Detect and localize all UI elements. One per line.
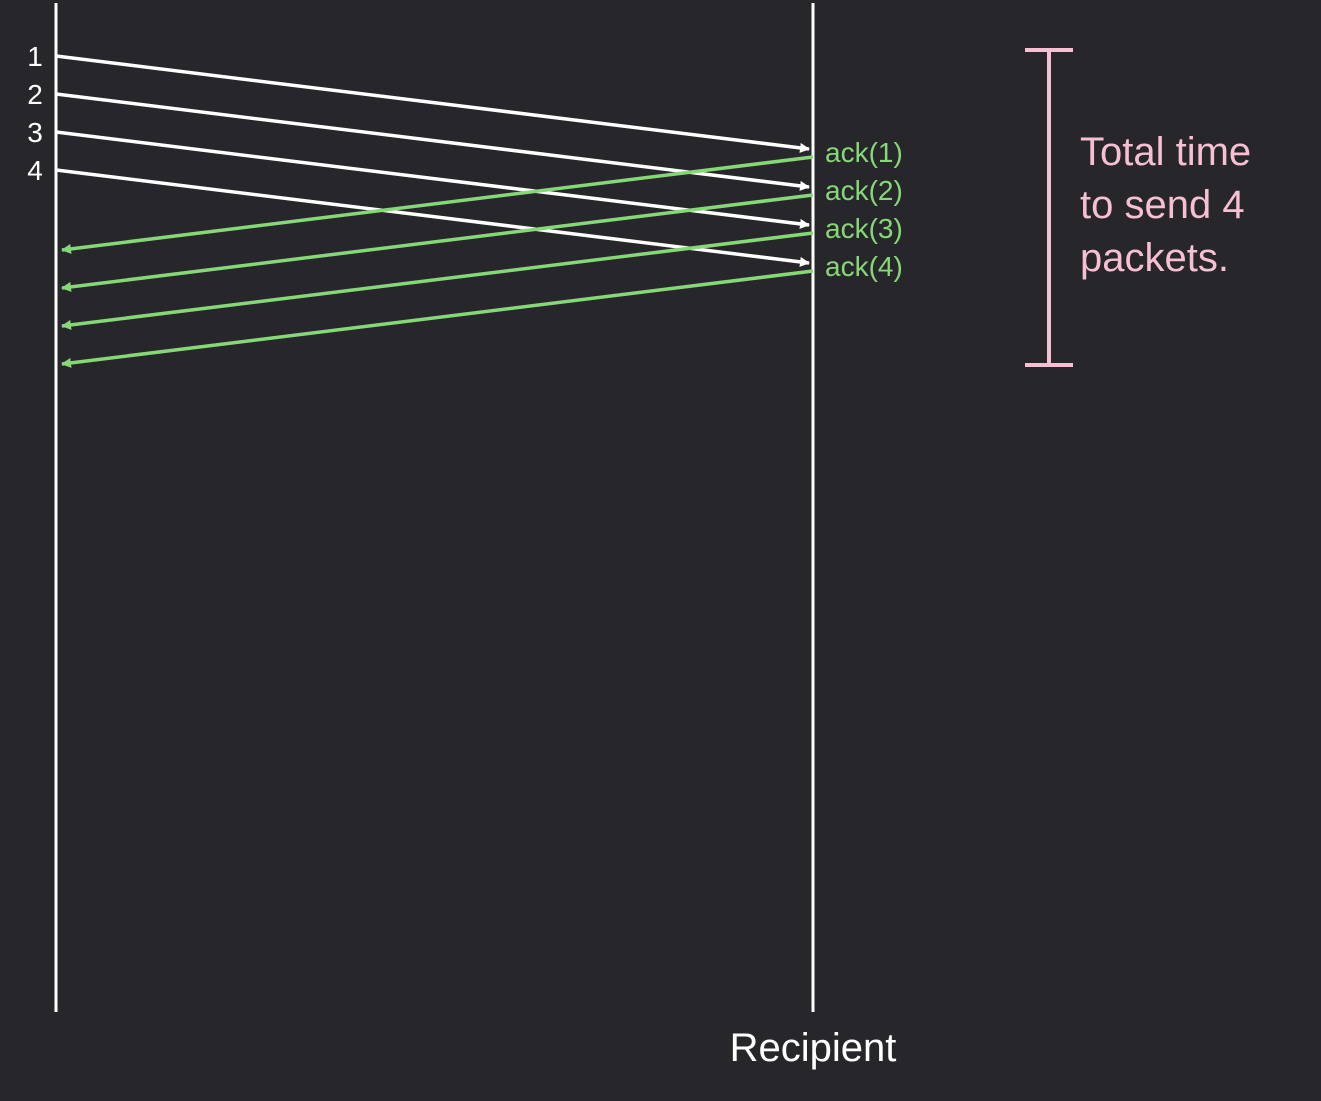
acks-layer: ack(1) ack(2) ack(3) ack(4) [61, 137, 903, 368]
packet-arrow-1 [55, 54, 810, 153]
ack-label-3: ack(3) [825, 213, 903, 244]
ack-arrow-4 [61, 269, 814, 368]
ack-arrow-1 [61, 155, 814, 254]
packet-number-3: 3 [27, 117, 43, 148]
note-line-2: to send 4 [1080, 183, 1245, 227]
recipient-label: Recipient [730, 1026, 897, 1070]
total-time-note: Total time to send 4 packets. [1080, 130, 1262, 280]
note-line-3: packets. [1080, 236, 1229, 280]
packet-number-1: 1 [27, 41, 43, 72]
total-time-bracket [1025, 48, 1073, 367]
ack-label-2: ack(2) [825, 175, 903, 206]
packets-layer: 1 2 3 4 [27, 41, 810, 267]
note-line-1: Total time [1080, 130, 1251, 174]
ack-label-1: ack(1) [825, 137, 903, 168]
packet-number-2: 2 [27, 79, 43, 110]
ack-arrow-3 [61, 231, 814, 330]
packet-number-4: 4 [27, 155, 43, 186]
ack-arrow-2 [61, 193, 814, 292]
ack-label-4: ack(4) [825, 251, 903, 282]
